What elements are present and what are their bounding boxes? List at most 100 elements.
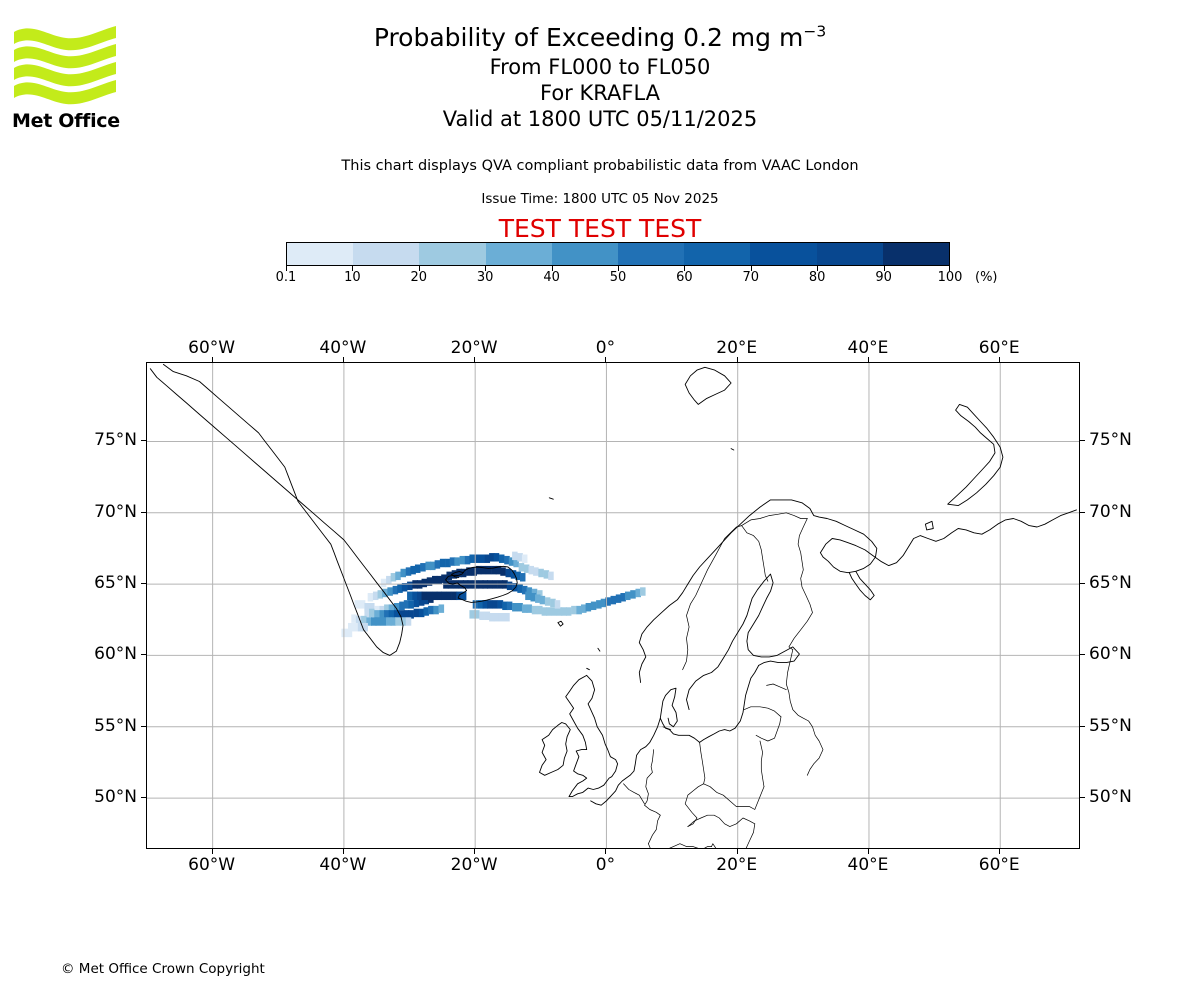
probability-cell bbox=[400, 617, 407, 626]
coastline-path bbox=[686, 573, 800, 711]
probability-cell bbox=[605, 597, 611, 606]
probability-cell bbox=[517, 584, 523, 593]
probability-cell bbox=[479, 554, 485, 563]
probability-cell bbox=[405, 617, 412, 626]
probability-cell bbox=[408, 610, 414, 619]
probability-cell bbox=[361, 615, 367, 625]
colorbar-tick bbox=[684, 266, 686, 271]
lon-tick-mark bbox=[867, 357, 869, 362]
coastline-path bbox=[730, 448, 735, 451]
probability-cell bbox=[596, 600, 602, 609]
probability-cell bbox=[380, 578, 387, 588]
probability-cell bbox=[399, 610, 405, 619]
coastline-path bbox=[947, 403, 1004, 507]
probability-cell bbox=[353, 622, 359, 632]
probability-cell bbox=[498, 612, 505, 622]
colorbar-tick-label: 50 bbox=[609, 270, 627, 285]
probability-cell bbox=[556, 607, 563, 616]
probability-cell bbox=[387, 587, 393, 596]
colorbar-segment bbox=[882, 243, 950, 265]
probability-cell bbox=[386, 617, 392, 626]
probability-cell bbox=[364, 608, 370, 618]
probability-cell bbox=[530, 593, 536, 602]
lon-tick-mark bbox=[474, 849, 476, 854]
colorbar-segment bbox=[750, 243, 817, 265]
probability-cell bbox=[384, 604, 390, 613]
lon-tick-label-bottom: 0° bbox=[595, 855, 616, 875]
colorbar: 0.1 10 20 30 40 50 60 70 80 90 100 bbox=[276, 242, 962, 285]
probability-cell bbox=[475, 565, 482, 575]
border-path bbox=[648, 843, 698, 848]
colorbar-tick-label: 0.1 bbox=[275, 270, 297, 285]
colorbar-tick bbox=[418, 266, 420, 271]
border-path bbox=[682, 525, 742, 671]
probability-cell bbox=[375, 617, 382, 626]
probability-cell bbox=[449, 557, 456, 566]
lon-tick-mark bbox=[211, 357, 213, 362]
probability-cell bbox=[624, 591, 631, 601]
probability-cell bbox=[410, 565, 416, 575]
page-title: Probability of Exceeding 0.2 mg m−3 bbox=[0, 22, 1200, 54]
colorbar-tick-label: 70 bbox=[742, 270, 760, 285]
probability-cell bbox=[432, 591, 438, 601]
probability-cell bbox=[390, 573, 397, 582]
probability-cell bbox=[433, 605, 439, 615]
lat-tick-label-right: 60°N bbox=[1089, 644, 1132, 665]
lon-tick-mark bbox=[736, 849, 738, 854]
probability-cell bbox=[367, 593, 374, 602]
probability-cell bbox=[537, 590, 543, 599]
probability-cell bbox=[500, 567, 506, 576]
probability-cell bbox=[430, 561, 436, 571]
probability-cell bbox=[474, 554, 480, 563]
probability-cell bbox=[517, 553, 523, 562]
probability-cell bbox=[451, 591, 458, 601]
probability-cell bbox=[388, 604, 395, 613]
probability-cell bbox=[504, 555, 510, 565]
probability-cell bbox=[471, 567, 477, 576]
probability-cell bbox=[423, 595, 429, 605]
border-path bbox=[662, 726, 672, 730]
probability-cell bbox=[459, 555, 466, 565]
colorbar-tick-label: 40 bbox=[543, 270, 560, 285]
colorbar-tick-label: 10 bbox=[344, 270, 361, 285]
map-canvas bbox=[147, 363, 1079, 848]
border-path bbox=[741, 512, 808, 526]
coastline-path bbox=[548, 497, 554, 500]
probability-cell bbox=[388, 610, 395, 619]
lat-tick-label-left: 65°N bbox=[94, 573, 137, 594]
lon-tick-label-top: 60°W bbox=[188, 338, 236, 358]
probability-cell bbox=[548, 571, 554, 581]
lon-tick-label-bottom: 40°W bbox=[319, 855, 367, 875]
probability-cell bbox=[581, 604, 587, 613]
colorbar-tick bbox=[750, 266, 752, 271]
lat-tick-mark bbox=[141, 654, 146, 656]
colorbar-tick-label: 80 bbox=[808, 270, 826, 285]
probability-cell bbox=[377, 590, 384, 599]
probability-cell bbox=[393, 603, 400, 612]
chart-title-block: Probability of Exceeding 0.2 mg m−3 From… bbox=[0, 22, 1200, 132]
border-path bbox=[755, 716, 782, 742]
lat-tick-label-left: 55°N bbox=[94, 715, 137, 736]
probability-cell bbox=[418, 608, 425, 618]
volcano-line: For KRAFLA bbox=[540, 81, 660, 105]
probability-cell bbox=[615, 594, 622, 603]
border-path bbox=[766, 683, 787, 691]
colorbar-segment bbox=[551, 243, 619, 265]
probability-cell bbox=[469, 610, 475, 619]
probability-cell bbox=[416, 591, 423, 601]
lat-tick-mark bbox=[1080, 725, 1085, 727]
probability-cell bbox=[541, 607, 548, 616]
compliance-note: This chart displays QVA compliant probab… bbox=[341, 158, 859, 174]
probability-cell bbox=[491, 565, 497, 575]
probability-cell bbox=[380, 617, 387, 626]
probability-cell bbox=[484, 611, 491, 621]
probability-cell bbox=[480, 565, 487, 575]
probability-cell bbox=[379, 605, 386, 615]
colorbar-tick-label: 30 bbox=[476, 270, 494, 285]
probability-cell bbox=[420, 563, 426, 572]
probability-cell bbox=[477, 600, 484, 609]
probability-cell bbox=[364, 603, 370, 612]
lon-tick-label-bottom: 20°E bbox=[716, 855, 758, 875]
probability-cell bbox=[403, 600, 410, 609]
probability-cell bbox=[523, 564, 530, 573]
